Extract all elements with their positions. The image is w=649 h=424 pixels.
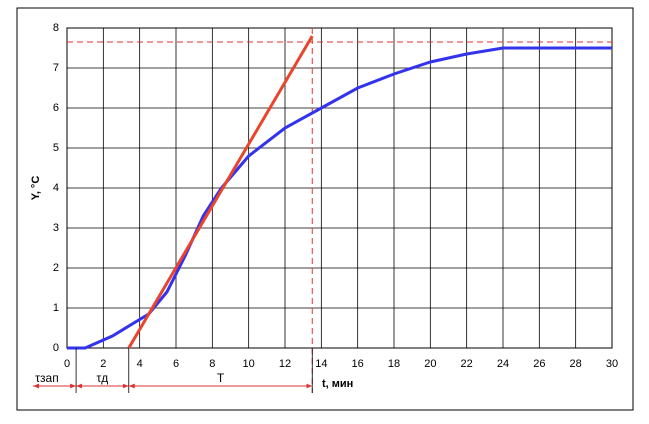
- x-tick-label: 6: [173, 358, 179, 370]
- x-tick-label: 20: [424, 358, 436, 370]
- x-tick-label: 28: [570, 358, 582, 370]
- x-tick-label: 26: [533, 358, 545, 370]
- line-series: [127, 35, 314, 349]
- frame: [16, 7, 634, 411]
- x-tick-label: 0: [64, 358, 70, 370]
- y-tick-label: 6: [53, 102, 59, 114]
- y-tick-label: 0: [53, 342, 59, 354]
- y-axis-label: Y, °C: [30, 176, 42, 201]
- annotation-label: τзап: [35, 371, 58, 385]
- x-tick-label: 10: [243, 358, 255, 370]
- x-tick-label: 16: [352, 358, 364, 370]
- x-tick-label: 2: [100, 358, 106, 370]
- y-tick-label: 8: [53, 22, 59, 34]
- x-tick-label: 12: [279, 358, 291, 370]
- y-tick-label: 5: [53, 142, 59, 154]
- x-tick-label: 8: [209, 358, 215, 370]
- x-tick-label: 14: [315, 358, 327, 370]
- y-tick-label: 7: [53, 62, 59, 74]
- plot-border: [66, 27, 613, 349]
- x-axis-label: t, мин: [322, 378, 353, 390]
- x-tick-label: 18: [388, 358, 400, 370]
- line-series: [67, 46, 612, 350]
- x-tick-label: 22: [461, 358, 473, 370]
- x-tick-label: 4: [137, 358, 143, 370]
- x-tick-label: 24: [497, 358, 509, 370]
- y-tick-label: 3: [53, 222, 59, 234]
- y-tick-label: 2: [53, 262, 59, 274]
- y-tick-label: 1: [53, 302, 59, 314]
- y-tick-label: 4: [53, 182, 59, 194]
- annotation-label: T: [217, 371, 225, 385]
- x-tick-label: 30: [606, 358, 618, 370]
- annotation-label: τд: [97, 371, 109, 385]
